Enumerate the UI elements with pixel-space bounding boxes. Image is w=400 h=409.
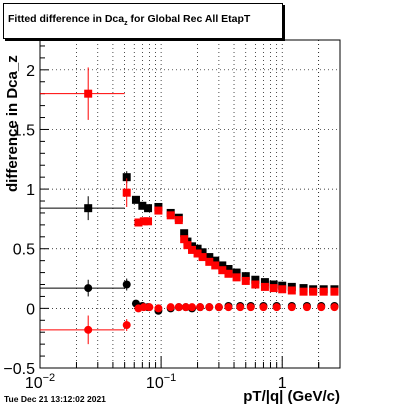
data-point-square bbox=[211, 256, 220, 265]
data-point-circle bbox=[246, 303, 255, 312]
data-point-circle bbox=[287, 303, 296, 312]
data-point-circle bbox=[214, 303, 223, 312]
data-point-square bbox=[144, 217, 153, 226]
y-axis-label: difference in Dca_z bbox=[4, 55, 21, 192]
data-point-square bbox=[260, 282, 269, 291]
data-point-square bbox=[174, 216, 183, 225]
data-point-circle bbox=[181, 303, 190, 312]
data-point-square bbox=[166, 211, 175, 220]
data-point-square bbox=[287, 286, 296, 295]
data-point-square bbox=[198, 248, 207, 257]
data-point-square bbox=[198, 253, 207, 262]
chart-title: Fitted difference in Dcaz for Global Rec… bbox=[3, 3, 283, 39]
data-point-square bbox=[299, 287, 308, 296]
title-suffix: for Global Rec All EtapT bbox=[127, 13, 251, 25]
data-point-square bbox=[211, 261, 220, 270]
data-point-square bbox=[251, 275, 260, 284]
data-point-square bbox=[241, 272, 250, 281]
data-point-square bbox=[251, 280, 260, 289]
y-tick-label: 0.5 bbox=[13, 242, 35, 259]
data-point-square bbox=[218, 266, 227, 275]
y-tick-label: 1.5 bbox=[13, 122, 35, 139]
data-point-circle bbox=[196, 303, 205, 312]
data-point-square bbox=[241, 276, 250, 285]
data-point-circle bbox=[236, 303, 245, 312]
data-point-square bbox=[122, 188, 131, 197]
data-point-circle bbox=[302, 303, 311, 312]
data-point-circle bbox=[122, 280, 131, 289]
y-tick-label: −0.5 bbox=[3, 361, 35, 378]
data-point-square bbox=[180, 229, 189, 238]
data-point-square bbox=[193, 249, 202, 258]
data-point-circle bbox=[166, 303, 175, 312]
x-axis-label: pT/|q| (GeV/c) bbox=[243, 388, 340, 405]
data-point-circle bbox=[139, 303, 148, 312]
data-point-circle bbox=[84, 284, 93, 293]
data-point-square bbox=[188, 245, 197, 254]
data-point-square bbox=[180, 235, 189, 244]
y-tick-label: 0 bbox=[26, 301, 35, 318]
data-point-circle bbox=[145, 303, 154, 312]
data-point-square bbox=[319, 287, 328, 296]
x-tick-label: 10−1 bbox=[146, 372, 176, 392]
data-point-circle bbox=[330, 303, 339, 312]
data-point-circle bbox=[84, 325, 93, 334]
data-point-square bbox=[131, 195, 140, 204]
data-point-circle bbox=[122, 321, 131, 330]
data-point-square bbox=[122, 173, 131, 182]
data-point-circle bbox=[174, 303, 183, 312]
data-point-circle bbox=[224, 303, 233, 312]
data-point-square bbox=[205, 253, 214, 262]
data-point-square bbox=[232, 268, 241, 277]
data-point-circle bbox=[272, 303, 281, 312]
timestamp: Tue Dec 21 13:12:02 2021 bbox=[4, 394, 106, 404]
data-point-square bbox=[218, 261, 227, 270]
data-point-square bbox=[193, 244, 202, 253]
plot-frame bbox=[39, 39, 341, 369]
data-point-square bbox=[269, 284, 278, 293]
data-point-circle bbox=[154, 304, 163, 313]
data-point-square bbox=[330, 287, 339, 296]
title-subscript: z bbox=[124, 20, 128, 28]
data-point-circle bbox=[317, 303, 326, 312]
data-point-square bbox=[139, 217, 148, 226]
x-tick-label: 1 bbox=[278, 375, 287, 392]
data-point-square bbox=[154, 206, 163, 215]
y-tick-label: 2 bbox=[26, 63, 35, 80]
x-tick-label: 10−2 bbox=[25, 372, 55, 392]
data-point-square bbox=[183, 241, 192, 250]
data-point-square bbox=[144, 204, 153, 213]
title-prefix: Fitted difference in Dca bbox=[8, 13, 125, 25]
data-point-square bbox=[278, 285, 287, 294]
data-point-square bbox=[260, 278, 269, 287]
data-point-circle bbox=[188, 303, 197, 312]
data-point-circle bbox=[205, 303, 214, 312]
data-point-square bbox=[205, 257, 214, 266]
data-point-square bbox=[309, 287, 318, 296]
data-point-square bbox=[84, 89, 93, 98]
y-tick-label: 1 bbox=[26, 182, 35, 199]
data-point-circle bbox=[259, 303, 268, 312]
data-point-square bbox=[134, 218, 143, 227]
data-point-square bbox=[224, 265, 233, 274]
data-point-square bbox=[224, 269, 233, 278]
data-point-square bbox=[232, 273, 241, 282]
data-point-square bbox=[84, 204, 93, 213]
data-point-square bbox=[138, 201, 147, 210]
